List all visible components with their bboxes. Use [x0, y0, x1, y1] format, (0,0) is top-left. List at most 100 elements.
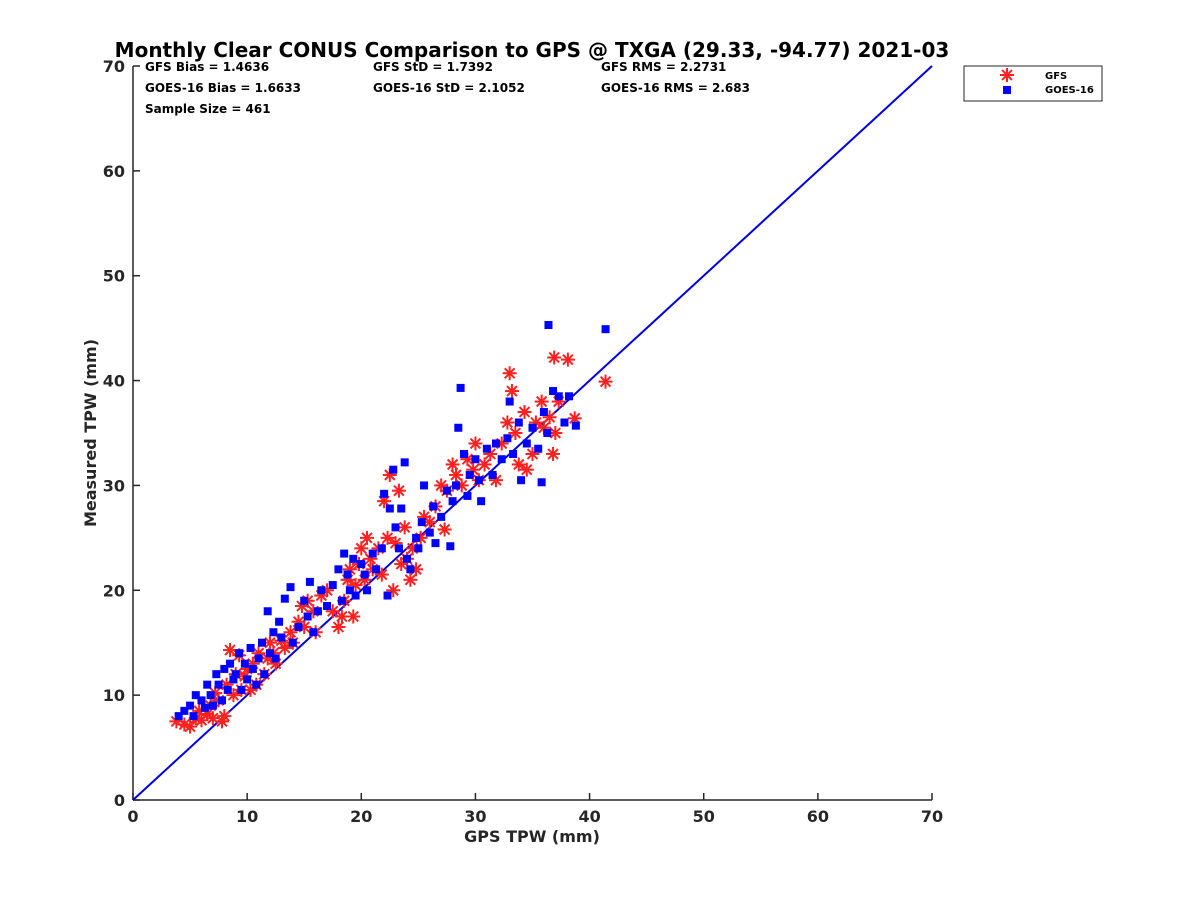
goes16-point	[509, 449, 518, 458]
y-ticks: 0 10 20 30 40 50 60 70	[103, 57, 140, 810]
goes16-point	[446, 542, 455, 551]
goes16-point	[549, 387, 558, 396]
goes16-point	[429, 502, 438, 511]
gfs-point	[391, 483, 406, 498]
y-tick-label: 20	[103, 581, 125, 600]
goes16-point	[243, 675, 252, 684]
goes16-point	[503, 434, 512, 443]
goes16-point	[514, 418, 523, 427]
x-tick-label: 60	[807, 807, 829, 826]
goes16-point	[260, 670, 269, 679]
y-axis-label: Measured TPW (mm)	[81, 339, 100, 527]
goes16-point	[212, 670, 221, 679]
goes16-point	[402, 554, 411, 563]
gfs-point	[359, 530, 374, 545]
goes16-point	[280, 594, 289, 603]
goes16-point	[477, 497, 486, 506]
goes16-point	[452, 481, 461, 490]
goes16-point	[303, 612, 312, 621]
goes16-point	[313, 607, 322, 616]
gfs-point	[567, 411, 582, 426]
gfs-point	[504, 384, 519, 399]
goes16-point	[323, 602, 332, 611]
gfs-point	[226, 688, 241, 703]
stat-gfs-rms: GFS RMS = 2.2731	[601, 60, 726, 74]
x-tick-label: 20	[350, 807, 372, 826]
x-tick-label: 30	[464, 807, 486, 826]
goes16-point	[271, 654, 280, 663]
gfs-point	[534, 394, 549, 409]
goes16-point	[368, 549, 377, 558]
gfs-point	[374, 567, 389, 582]
goes16-point	[286, 583, 295, 592]
goes16-point	[309, 628, 318, 637]
gfs-point	[477, 457, 492, 472]
gfs-point	[502, 366, 517, 381]
goes16-point	[571, 421, 580, 430]
x-tick-label: 40	[578, 807, 600, 826]
gfs-point	[437, 522, 452, 537]
goes16-point	[229, 675, 238, 684]
x-tick-label: 50	[693, 807, 715, 826]
goes16-point	[394, 544, 403, 553]
gfs-point	[560, 352, 575, 367]
x-tick-label: 70	[921, 807, 943, 826]
goes16-point	[197, 696, 206, 705]
x-axis-label: GPS TPW (mm)	[464, 827, 600, 846]
goes16-point	[442, 486, 451, 495]
goes16-point	[305, 577, 314, 586]
goes16-point	[417, 518, 426, 527]
gfs-point	[500, 415, 515, 430]
gfs-point	[508, 426, 523, 440]
stat-goes-rms: GOES-16 RMS = 2.683	[601, 81, 750, 95]
gfs-point	[217, 709, 232, 724]
gfs-point	[277, 640, 292, 655]
goes16-point	[357, 560, 366, 569]
gfs-point	[547, 350, 562, 365]
goes16-point	[389, 465, 398, 474]
goes16-point	[474, 476, 483, 485]
goes16-point	[400, 458, 409, 467]
goes16-point	[351, 591, 360, 600]
goes16-point	[383, 591, 392, 600]
goes16-point	[448, 497, 457, 506]
goes16-point	[537, 478, 546, 487]
goes16-point	[360, 570, 369, 579]
gfs-point	[468, 436, 483, 451]
goes16-point	[437, 512, 446, 521]
y-tick-label: 40	[103, 372, 125, 391]
goes16-point	[189, 712, 198, 721]
stat-sample-size: Sample Size = 461	[145, 102, 271, 116]
goes16-point	[237, 685, 246, 694]
goes16-point	[412, 533, 421, 542]
goes16-point	[218, 696, 227, 705]
goes16-point	[206, 691, 215, 700]
legend-gfs-marker	[1000, 68, 1014, 82]
series-layer	[169, 320, 613, 734]
goes16-point	[257, 638, 266, 647]
goes16-point	[431, 539, 440, 548]
gfs-point	[403, 572, 418, 587]
goes16-point	[425, 528, 434, 537]
goes16-point	[454, 423, 463, 432]
y-tick-label: 50	[103, 267, 125, 286]
goes16-square-icon	[1003, 86, 1011, 94]
gfs-point	[519, 462, 534, 477]
goes16-point	[362, 586, 371, 595]
gfs-point	[354, 541, 369, 556]
goes16-point	[343, 570, 352, 579]
y-tick-label: 60	[103, 162, 125, 181]
goes16-point	[226, 659, 235, 668]
gfs-point	[397, 520, 412, 535]
goes16-point	[223, 685, 232, 694]
goes16-point	[497, 455, 506, 464]
goes16-point	[406, 565, 415, 574]
goes16-point	[265, 649, 274, 658]
gfs-point	[449, 467, 464, 482]
stat-goes-bias: GOES-16 Bias = 1.6633	[145, 81, 301, 95]
goes16-point	[235, 649, 244, 658]
goes16-point	[601, 325, 610, 334]
gfs-point	[546, 446, 561, 461]
goes16-point	[231, 670, 240, 679]
plot-area: 0 10 20 30 40 50 60 70 0 10 20 30 40 50 60 70	[103, 57, 943, 826]
